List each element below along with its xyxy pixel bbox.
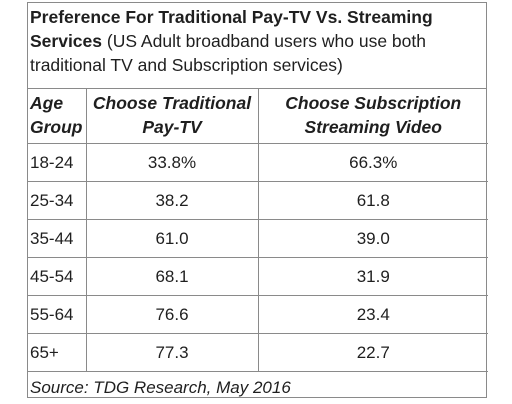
table-row: 55-64 76.6 23.4 <box>28 295 488 334</box>
table-row: 18-24 33.8% 66.3% <box>28 143 488 182</box>
cell-traditional: 33.8% <box>86 143 259 182</box>
caption-title: Preference For Traditional Pay-TV Vs. St… <box>30 7 433 51</box>
cell-age-group: 55-64 <box>28 295 87 334</box>
source-note: Source: TDG Research, May 2016 <box>30 378 291 397</box>
header-age-group: Age Group <box>28 89 87 144</box>
cell-streaming: 66.3% <box>258 143 488 182</box>
table-row: 45-54 68.1 31.9 <box>28 257 488 296</box>
table-caption: Preference For Traditional Pay-TV Vs. St… <box>28 3 486 89</box>
caption-subtitle: (US Adult broadband users who use both t… <box>30 31 426 75</box>
cell-traditional: 76.6 <box>86 295 259 334</box>
cell-streaming: 61.8 <box>258 181 488 220</box>
cell-age-group: 18-24 <box>28 143 87 182</box>
header-traditional: Choose Traditional Pay-TV <box>86 89 259 144</box>
table-container: Preference For Traditional Pay-TV Vs. St… <box>27 2 488 398</box>
cell-streaming: 31.9 <box>258 257 488 296</box>
cell-traditional: 61.0 <box>86 219 259 258</box>
table-row: 25-34 38.2 61.8 <box>28 181 488 220</box>
cell-traditional: 68.1 <box>86 257 259 296</box>
cell-age-group: 25-34 <box>28 181 87 220</box>
table-row: 65+ 77.3 22.7 <box>28 333 488 372</box>
header-row: Age Group Choose Traditional Pay-TV Choo… <box>28 89 488 144</box>
data-table: Age Group Choose Traditional Pay-TV Choo… <box>28 89 488 372</box>
cell-traditional: 77.3 <box>86 333 259 372</box>
cell-traditional: 38.2 <box>86 181 259 220</box>
header-streaming: Choose Subscription Streaming Video <box>258 89 488 144</box>
cell-age-group: 45-54 <box>28 257 87 296</box>
table-row: 35-44 61.0 39.0 <box>28 219 488 258</box>
cell-age-group: 65+ <box>28 333 87 372</box>
cell-age-group: 35-44 <box>28 219 87 258</box>
cell-streaming: 22.7 <box>258 333 488 372</box>
cell-streaming: 23.4 <box>258 295 488 334</box>
cell-streaming: 39.0 <box>258 219 488 258</box>
